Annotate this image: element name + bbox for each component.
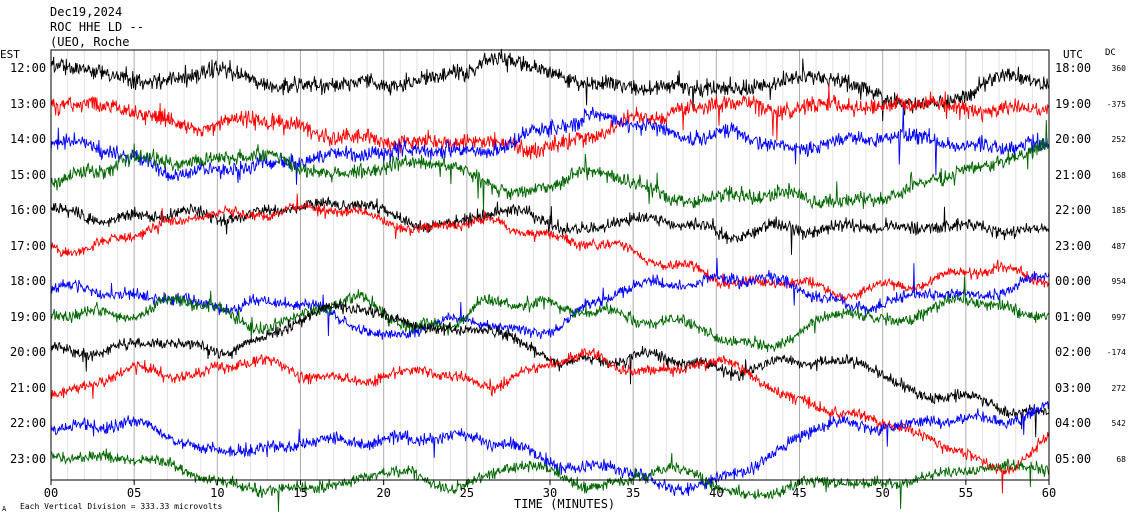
est-hour-label: 18:00 xyxy=(10,274,47,288)
x-axis-label: TIME (MINUTES) xyxy=(514,497,616,511)
utc-hour-label: 18:00 xyxy=(1055,61,1092,75)
utc-hour-label: 00:00 xyxy=(1055,274,1092,288)
dc-offset-value: 954 xyxy=(1111,277,1126,286)
est-hour-label: 22:00 xyxy=(10,416,47,430)
corner-mark: A xyxy=(2,505,7,513)
x-tick-label: 40 xyxy=(709,486,724,500)
grid-lines xyxy=(50,50,1050,480)
utc-hour-label: 03:00 xyxy=(1055,380,1092,395)
est-hour-label: 16:00 xyxy=(10,203,47,217)
est-hour-label: 15:00 xyxy=(10,167,47,182)
dc-offset-value: 360 xyxy=(1111,64,1126,73)
x-tick-label: 45 xyxy=(792,486,807,500)
dc-offset-value: 68 xyxy=(1116,454,1126,464)
trace-row-1700 xyxy=(50,193,1050,303)
utc-hour-label: 21:00 xyxy=(1055,167,1092,182)
x-tick-label: 00 xyxy=(43,486,59,500)
dc-offset-value: -174 xyxy=(1106,348,1126,357)
x-tick-label: 30 xyxy=(542,486,558,500)
right-timezone-label: UTC xyxy=(1063,48,1083,61)
utc-hour-label: 22:00 xyxy=(1055,203,1092,217)
x-axis-ticks xyxy=(50,480,1050,485)
utc-hour-label: 01:00 xyxy=(1055,309,1092,324)
header-station: ROC HHE LD -- xyxy=(50,20,144,34)
est-hour-label: 21:00 xyxy=(10,380,47,395)
trace-row-2200 xyxy=(50,401,1050,497)
dc-offset-value: 487 xyxy=(1111,241,1126,251)
x-tick-label: 05 xyxy=(126,486,142,500)
dc-offset-value: 272 xyxy=(1111,383,1126,393)
dc-header-label: DC xyxy=(1105,48,1116,58)
plot-frame xyxy=(50,49,1050,481)
est-hour-label: 13:00 xyxy=(10,96,47,111)
x-tick-label: 20 xyxy=(376,486,391,500)
trace-row-1400 xyxy=(50,106,1050,185)
left-timezone-label: EST xyxy=(0,48,20,61)
utc-hour-label: 19:00 xyxy=(1055,96,1092,111)
utc-hour-label: 05:00 xyxy=(1055,451,1092,466)
utc-hour-label: 23:00 xyxy=(1055,238,1092,253)
x-tick-label: 55 xyxy=(958,486,974,500)
x-tick-label: 50 xyxy=(875,486,890,500)
dc-offset-value: 252 xyxy=(1111,135,1126,144)
x-tick-label: 35 xyxy=(625,486,641,500)
x-tick-label: 25 xyxy=(459,486,475,500)
x-tick-label: 10 xyxy=(210,486,225,500)
trace-row-2100 xyxy=(50,347,1050,494)
trace-row-1900 xyxy=(50,276,1050,353)
header-date: Dec19,2024 xyxy=(50,5,123,19)
utc-hour-label: 20:00 xyxy=(1055,132,1092,146)
trace-row-1300 xyxy=(50,83,1050,160)
utc-hour-label: 02:00 xyxy=(1055,345,1092,359)
dc-offset-value: 185 xyxy=(1111,206,1126,215)
dc-offset-value: 168 xyxy=(1111,170,1126,180)
trace-row-1500 xyxy=(50,119,1050,213)
x-tick-label: 15 xyxy=(293,486,308,500)
est-hour-label: 23:00 xyxy=(10,451,47,466)
vertical-division-note: Each Vertical Division = 333.33 microvol… xyxy=(20,502,223,511)
dc-offset-value: 997 xyxy=(1111,312,1126,322)
est-hour-label: 14:00 xyxy=(10,132,47,146)
dc-offset-value: -375 xyxy=(1106,99,1126,109)
header-location: (UEO, Roche xyxy=(50,35,130,49)
est-hour-label: 17:00 xyxy=(10,238,47,253)
est-hour-label: 19:00 xyxy=(10,309,47,324)
dc-offset-value: 542 xyxy=(1111,419,1126,428)
utc-hour-label: 04:00 xyxy=(1055,416,1092,430)
trace-row-1200 xyxy=(50,48,1050,122)
trace-row-1600 xyxy=(50,195,1050,255)
est-hour-label: 20:00 xyxy=(10,345,47,359)
est-hour-label: 12:00 xyxy=(10,61,47,75)
x-tick-label: 60 xyxy=(1041,486,1057,500)
